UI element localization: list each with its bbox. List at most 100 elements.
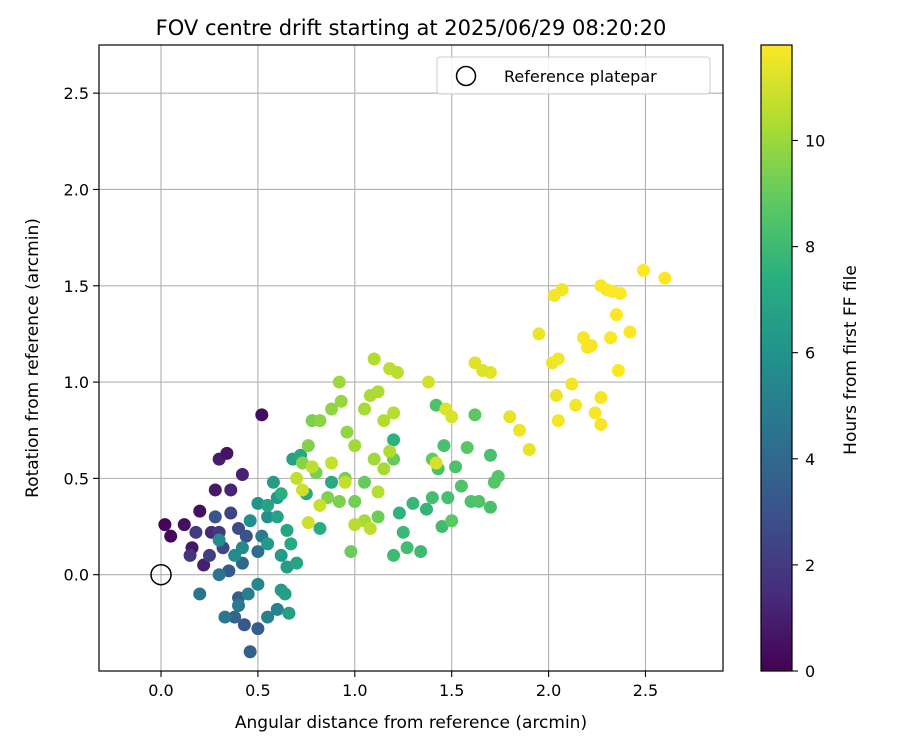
data-point [468, 408, 482, 422]
data-point [338, 475, 352, 489]
data-point [588, 406, 602, 420]
data-point [387, 548, 401, 562]
data-point [503, 410, 517, 424]
data-point [551, 352, 565, 366]
data-point [301, 516, 315, 530]
data-point [414, 545, 428, 559]
data-point [454, 479, 468, 493]
data-point [449, 460, 463, 474]
data-point [193, 504, 207, 518]
data-point [425, 491, 439, 505]
data-point [421, 375, 435, 389]
data-point [313, 414, 327, 428]
x-tick-label: 0.0 [148, 681, 173, 700]
legend-box [436, 56, 711, 95]
data-point [313, 521, 327, 535]
data-point [325, 475, 339, 489]
data-point [278, 587, 292, 601]
data-point [212, 533, 226, 547]
x-tick-label: 2.0 [536, 681, 561, 700]
data-point [228, 548, 242, 562]
data-point [513, 423, 527, 437]
data-point [445, 514, 459, 528]
data-point [189, 525, 203, 539]
data-point [212, 568, 226, 582]
data-point [197, 558, 211, 572]
data-point [183, 548, 197, 562]
data-point [609, 308, 623, 322]
colorbar-tick-label: 0 [805, 662, 815, 681]
data-point [261, 498, 275, 512]
data-point [208, 510, 222, 524]
data-point [437, 439, 451, 453]
data-point [367, 452, 381, 466]
data-points [158, 263, 672, 659]
data-point [483, 500, 497, 514]
data-point [274, 487, 288, 501]
y-tick-label: 0.5 [64, 469, 89, 488]
x-axis: 0.0 0.5 1.0 1.5 2.0 2.5 [148, 671, 658, 700]
data-point [357, 402, 371, 416]
data-point [637, 263, 651, 277]
data-point [232, 599, 246, 613]
x-tick-label: 0.5 [245, 681, 270, 700]
data-point [594, 417, 608, 431]
x-tick-label: 2.5 [633, 681, 658, 700]
reference-marker-layer [150, 563, 172, 586]
colorbar: 0 2 4 6 8 10 Hours from first FF file [760, 44, 861, 681]
data-point [348, 518, 362, 532]
data-point [580, 340, 594, 354]
data-point [377, 462, 391, 476]
data-point [367, 352, 381, 366]
data-point [295, 483, 309, 497]
data-point [522, 442, 536, 456]
data-point [604, 331, 618, 345]
chart-title: FOV centre drift starting at 2025/06/29 … [156, 16, 667, 40]
data-point [261, 510, 275, 524]
data-point [251, 545, 265, 559]
colorbar-tick-label: 2 [805, 556, 815, 575]
data-point [332, 375, 346, 389]
data-point [445, 410, 459, 424]
data-point [251, 622, 265, 636]
colorbar-tick-label: 4 [805, 450, 815, 469]
data-point [396, 525, 410, 539]
reference-platepar-marker [150, 563, 172, 586]
data-point [220, 446, 234, 460]
data-point [392, 506, 406, 520]
data-point [549, 389, 563, 403]
y-axis: 0.0 0.5 1.0 1.5 2.0 2.5 [64, 84, 99, 585]
y-tick-label: 1.5 [64, 277, 89, 296]
data-point [305, 460, 319, 474]
data-point [483, 365, 497, 379]
data-point [177, 518, 191, 532]
y-tick-label: 2.0 [64, 180, 89, 199]
data-point [274, 548, 288, 562]
data-point [237, 618, 251, 632]
colorbar-label: Hours from first FF file [841, 265, 861, 455]
data-point [400, 541, 414, 555]
data-point [611, 364, 625, 378]
data-point [371, 510, 385, 524]
data-point [491, 469, 505, 483]
colorbar-gradient [760, 44, 793, 672]
data-point [164, 529, 178, 543]
data-point [420, 502, 434, 516]
data-point [243, 514, 257, 528]
plot-area-frame [98, 44, 724, 672]
y-tick-label: 1.0 [64, 373, 89, 392]
data-point [348, 439, 362, 453]
data-point [261, 610, 275, 624]
data-point [266, 475, 280, 489]
data-point [208, 483, 222, 497]
legend-reference-marker [455, 65, 477, 87]
data-point [371, 385, 385, 399]
data-point [532, 327, 546, 341]
data-point [218, 610, 232, 624]
x-tick-label: 1.0 [342, 681, 367, 700]
data-point [658, 271, 672, 285]
colorbar-ticks: 0 2 4 6 8 10 [792, 131, 825, 681]
data-point [261, 537, 275, 551]
data-point [348, 494, 362, 508]
